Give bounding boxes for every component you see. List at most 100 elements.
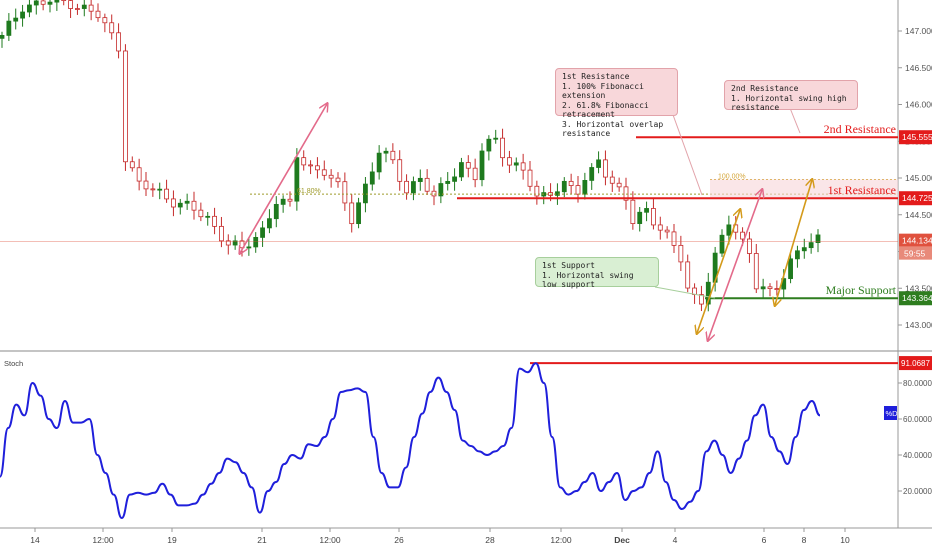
level-value: 144.725 xyxy=(902,193,932,203)
candle-body xyxy=(644,208,649,213)
fib-label: 100.00% xyxy=(718,173,746,180)
candle-body xyxy=(685,261,691,289)
candle-body xyxy=(88,4,94,12)
candle-body xyxy=(225,240,231,246)
candle-body xyxy=(815,234,821,244)
candle-body xyxy=(123,50,128,163)
candle-body xyxy=(273,203,279,220)
candle-body xyxy=(33,0,39,6)
candle-body xyxy=(390,150,396,161)
candle-body xyxy=(404,180,409,194)
candle-body xyxy=(637,211,643,224)
candle-body xyxy=(753,253,759,290)
current-price-badge xyxy=(899,233,932,247)
candle-body xyxy=(143,180,149,190)
candle-body xyxy=(68,0,73,9)
candle-body xyxy=(651,208,656,226)
candle-body xyxy=(534,185,540,197)
time-tick-label: 21 xyxy=(257,535,267,545)
candle-body xyxy=(212,215,217,227)
time-tick-label: 14 xyxy=(30,535,40,545)
candle-body xyxy=(452,176,457,182)
candle-body xyxy=(40,0,46,5)
candle-body xyxy=(287,198,293,202)
candle-body xyxy=(61,0,67,1)
candle-body xyxy=(808,242,814,249)
candle-body xyxy=(369,171,375,185)
stoch-pane: Stoch 91.0687 80.0000 60.0000 40.0000 20.0000… xyxy=(0,356,932,520)
candle-body xyxy=(81,4,87,9)
time-tick-label: 12:00 xyxy=(92,535,114,545)
candle-body xyxy=(150,188,156,191)
note-line: 1. Horizontal swing high resistance xyxy=(731,93,847,113)
candle-body xyxy=(424,177,430,192)
candle-body xyxy=(260,227,265,238)
first-support-note: 1st Support 1. Horizontal swing low supp… xyxy=(535,257,659,290)
note-line: 1. 100% Fibonacci extension xyxy=(562,81,644,101)
candle-body xyxy=(397,159,403,182)
second-resistance-note: 2nd Resistance 1. Horizontal swing high … xyxy=(724,80,858,113)
candle-body xyxy=(308,164,313,167)
candle-body xyxy=(513,162,519,166)
candle-body xyxy=(603,159,608,178)
candle-body xyxy=(363,183,368,204)
candle-body xyxy=(47,1,53,5)
candle-body xyxy=(747,238,752,254)
candle-body xyxy=(445,180,451,184)
note-title: 2nd Resistance xyxy=(731,84,799,93)
candle-body xyxy=(349,202,355,225)
candle-body xyxy=(726,224,732,236)
candle-body xyxy=(616,182,622,188)
candle-body xyxy=(280,198,286,205)
candle-body xyxy=(795,250,800,260)
time-tick-label: 28 xyxy=(485,535,495,545)
candle-body xyxy=(54,0,60,3)
note-line: 1. Horizontal swing low support xyxy=(542,270,634,290)
candle-body xyxy=(671,231,677,246)
time-axis: 14 12:00 19 21 12:00 26 28 12:00 Dec 4 6 8 10 xyxy=(30,528,850,545)
candle-body xyxy=(760,286,766,290)
candle-body xyxy=(342,181,348,204)
candle-body xyxy=(356,202,361,225)
candle-body xyxy=(383,150,389,154)
candle-body xyxy=(328,174,334,179)
candle-body xyxy=(465,162,471,169)
candle-body xyxy=(198,209,204,218)
time-tick-label: 12:00 xyxy=(550,535,572,545)
note-leader xyxy=(789,107,801,134)
candle-body xyxy=(136,167,142,182)
price-tick-label: 143.500 xyxy=(905,283,932,293)
time-tick-label: 10 xyxy=(840,535,850,545)
candle-body xyxy=(267,218,272,229)
projection-arrow xyxy=(697,210,740,333)
candle-body xyxy=(589,167,595,181)
candle-body xyxy=(582,180,588,195)
candle-body xyxy=(13,17,19,22)
price-tick-label: 146.000 xyxy=(905,100,932,110)
candle-body xyxy=(335,177,341,183)
projection-arrow xyxy=(240,104,327,253)
candle-body xyxy=(191,200,197,211)
candle-body xyxy=(431,190,437,197)
level-badge xyxy=(899,191,932,206)
candle-body xyxy=(301,157,307,166)
candle-body xyxy=(171,198,176,208)
candle-body xyxy=(788,258,793,280)
level-badge xyxy=(899,130,932,145)
candle-body xyxy=(232,240,238,246)
time-tick-label: 8 xyxy=(802,535,807,545)
note-line: 3. Horizontal overlap resistance xyxy=(562,119,664,139)
candle-body xyxy=(95,10,101,19)
candle-body xyxy=(6,20,12,36)
stoch-d-line xyxy=(0,362,821,520)
candle-body xyxy=(767,286,773,289)
candle-body xyxy=(609,176,615,184)
candle-body xyxy=(116,32,121,52)
candle-body xyxy=(411,181,416,194)
note-title: 1st Support xyxy=(542,261,595,270)
candle-body xyxy=(157,188,163,191)
candle-body xyxy=(321,169,327,176)
stoch-legend-tag: %D xyxy=(886,409,899,418)
note-line: 2. 61.8% Fibonacci retracement xyxy=(562,100,649,120)
stoch-title: Stoch xyxy=(4,359,23,368)
